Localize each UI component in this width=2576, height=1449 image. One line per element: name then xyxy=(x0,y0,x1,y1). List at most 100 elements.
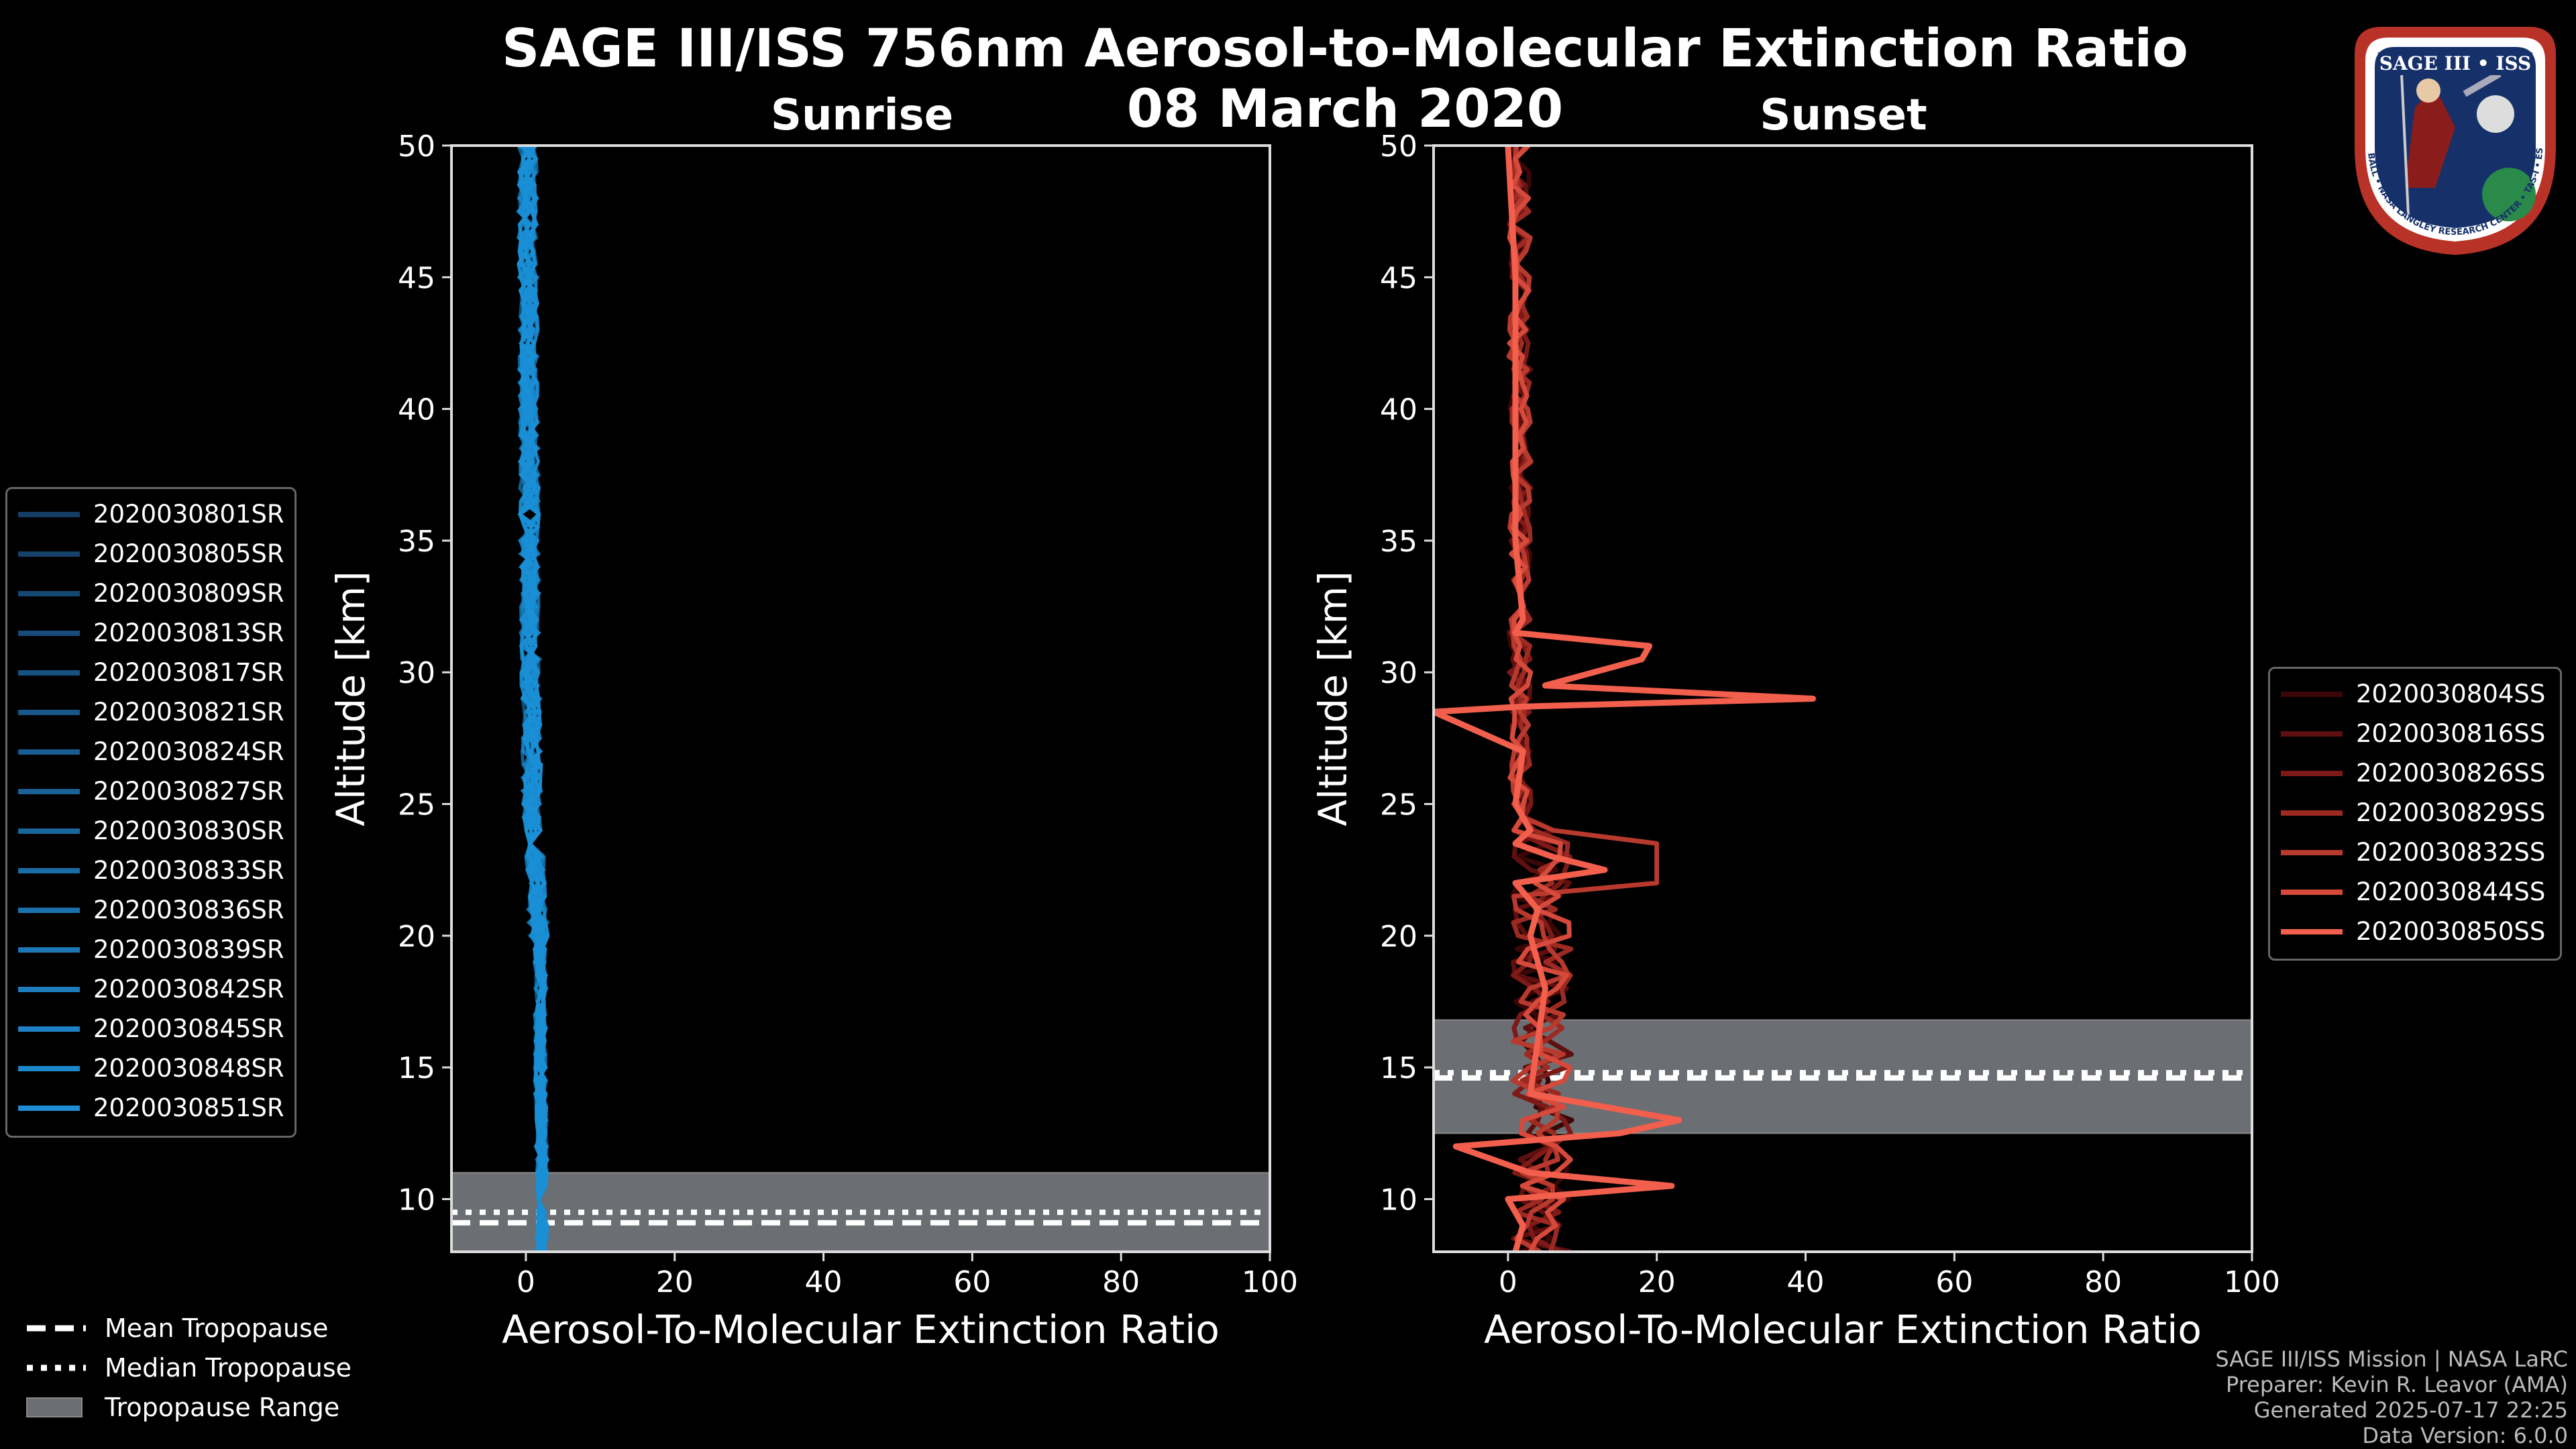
sunset-legend-label: 2020030844SS xyxy=(2356,877,2546,906)
sunset-legend-item: 2020030850SS xyxy=(2270,912,2560,951)
sunrise-series-2020030851SR xyxy=(517,146,550,1252)
sunrise-legend-item: 2020030817SR xyxy=(7,653,294,692)
sunset-xtick-label-0: 0 xyxy=(1499,1265,1517,1299)
sunset-legend: 2020030804SS 2020030816SS 2020030826SS 2020… xyxy=(2268,667,2562,961)
sunset-panel-title: Sunset xyxy=(1760,91,1927,140)
sunset-ytick-label-20: 20 xyxy=(1380,920,1417,954)
sunset-ytick-label-10: 10 xyxy=(1380,1183,1417,1217)
sunrise-legend-item: 2020030827SR xyxy=(7,771,294,811)
chart-title-line2: 08 March 2020 xyxy=(1126,79,1564,140)
sunrise-legend-label: 2020030833SR xyxy=(93,856,284,885)
sunrise-profiles xyxy=(515,146,551,1252)
sunrise-axes-frame xyxy=(450,144,1271,1253)
sunrise-ytick-label-45: 45 xyxy=(398,261,435,295)
sunrise-legend-label: 2020030809SR xyxy=(93,579,284,608)
sunrise-legend-swatch xyxy=(18,1105,80,1111)
sunset-legend-item: 2020030844SS xyxy=(2270,872,2560,912)
legend-mean-label: Mean Tropopause xyxy=(105,1313,329,1343)
sunset-xtick-label-60: 60 xyxy=(1935,1265,1973,1299)
sunset-legend-swatch xyxy=(2281,770,2343,776)
sunset-legend-label: 2020030832SS xyxy=(2356,838,2546,867)
sunset-legend-swatch xyxy=(2281,731,2343,737)
sunset-legend-swatch xyxy=(2281,928,2343,934)
sunrise-legend-swatch xyxy=(18,788,80,794)
sunrise-ytick-label-40: 40 xyxy=(398,393,435,427)
sunset-series-2020030844SS xyxy=(1507,146,1573,1252)
sunrise-legend-label: 2020030851SR xyxy=(93,1093,284,1122)
sunrise-xtick-label-0: 0 xyxy=(517,1265,535,1299)
sunset-xtick-label-100: 100 xyxy=(2224,1265,2280,1299)
sunrise-legend-swatch xyxy=(18,709,80,715)
footer-line1: SAGE III/ISS Mission | NASA LaRC xyxy=(2215,1346,2568,1372)
sunset-ytick-label-15: 15 xyxy=(1380,1051,1417,1085)
sunrise-legend-item: 2020030839SR xyxy=(7,930,294,969)
sunrise-legend-item: 2020030836SR xyxy=(7,890,294,930)
sunset-legend-label: 2020030816SS xyxy=(2356,719,2546,748)
sunrise-legend-item: 2020030809SR xyxy=(7,574,294,613)
sunrise-legend-swatch xyxy=(18,590,80,596)
sunrise-legend-label: 2020030817SR xyxy=(93,658,284,687)
sunrise-legend-label: 2020030830SR xyxy=(93,816,284,845)
sunset-legend-label: 2020030804SS xyxy=(2356,680,2546,708)
sunrise-legend-label: 2020030842SR xyxy=(93,975,284,1004)
sunrise-legend-label: 2020030801SR xyxy=(93,500,284,529)
sunset-plot-area: 0 20 40 60 80 100 10 15 20 25 30 35 40 45 50 Aerosol-To… xyxy=(1310,129,2280,1352)
sunset-series-2020030832SS xyxy=(1506,146,1660,1252)
sunrise-legend-swatch xyxy=(18,630,80,636)
sunrise-legend-item: 2020030821SR xyxy=(7,692,294,732)
sunrise-legend-item: 2020030845SR xyxy=(7,1009,294,1049)
sunrise-panel-title: Sunrise xyxy=(770,91,954,140)
sunrise-legend-label: 2020030839SR xyxy=(93,935,284,964)
sunrise-legend-item: 2020030830SR xyxy=(7,811,294,851)
sunrise-legend-item: 2020030824SR xyxy=(7,732,294,771)
sunrise-ytick-label-30: 30 xyxy=(398,656,435,690)
sunset-ytick-label-25: 25 xyxy=(1380,788,1417,822)
sunrise-series-2020030845SR xyxy=(517,146,549,1252)
sunset-xtick-label-80: 80 xyxy=(2084,1265,2122,1299)
legend-median-tropopause: Median Tropopause xyxy=(25,1348,352,1387)
chart-title-line1: SAGE III/ISS 756nm Aerosol-to-Molecular … xyxy=(502,19,2188,79)
sunrise-legend-label: 2020030827SR xyxy=(93,777,284,806)
sunrise-xlabel: Aerosol-To-Molecular Extinction Ratio xyxy=(502,1307,1220,1352)
footer-line4: Data Version: 6.0.0 xyxy=(2362,1423,2568,1448)
footer-line3: Generated 2025-07-17 22:25 xyxy=(2253,1397,2568,1423)
sunrise-legend-label: 2020030821SR xyxy=(93,698,284,727)
sunset-legend-item: 2020030804SS xyxy=(2270,674,2560,714)
sunrise-legend-swatch xyxy=(18,669,80,676)
sunrise-xtick-label-60: 60 xyxy=(953,1265,991,1299)
sunset-xlabel: Aerosol-To-Molecular Extinction Ratio xyxy=(1484,1307,2202,1352)
sunset-axes-frame xyxy=(1432,144,2253,1253)
sunrise-legend-item: 2020030813SR xyxy=(7,613,294,653)
logo-text: SAGE III • ISS xyxy=(2379,52,2532,74)
sunset-profiles xyxy=(1434,146,1817,1252)
legend-median-label: Median Tropopause xyxy=(105,1352,352,1383)
sunset-ylabel: Altitude [km] xyxy=(1310,571,1356,826)
legend-range-label: Tropopause Range xyxy=(105,1392,340,1422)
sunrise-legend-label: 2020030836SR xyxy=(93,896,284,924)
sunrise-ytick-label-50: 50 xyxy=(398,129,435,164)
sage-iii-iss-logo: SAGE III • ISS BALL • NASA LANGLEY RESEA… xyxy=(2341,13,2556,255)
sunset-legend-label: 2020030826SS xyxy=(2356,759,2546,788)
sunset-legend-label: 2020030850SS xyxy=(2356,917,2546,946)
sunrise-legend-label: 2020030845SR xyxy=(93,1014,284,1043)
sunrise-xtick-label-20: 20 xyxy=(656,1265,694,1299)
sunset-legend-item: 2020030829SS xyxy=(2270,793,2560,833)
sunrise-xtick-label-80: 80 xyxy=(1102,1265,1140,1299)
sunrise-ytick-label-20: 20 xyxy=(398,920,435,954)
sunset-legend-swatch xyxy=(2281,889,2343,895)
sunrise-legend-label: 2020030848SR xyxy=(93,1054,284,1083)
sunset-ytick-label-35: 35 xyxy=(1380,525,1417,559)
sunset-legend-label: 2020030829SS xyxy=(2356,798,2546,827)
sunset-ytick-label-45: 45 xyxy=(1380,261,1417,295)
sunset-legend-swatch xyxy=(2281,849,2343,855)
sunrise-legend-swatch xyxy=(18,828,80,834)
sunrise-legend-swatch xyxy=(18,907,80,913)
sunrise-legend-swatch xyxy=(18,551,80,557)
sunset-xtick-label-20: 20 xyxy=(1638,1265,1676,1299)
legend-mean-tropopause: Mean Tropopause xyxy=(25,1308,352,1348)
sunrise-legend: 2020030801SR 2020030805SR 2020030809SR 2020… xyxy=(5,487,297,1138)
sunrise-ytick-label-25: 25 xyxy=(398,788,435,822)
sunrise-legend-swatch xyxy=(18,749,80,755)
footer-credits: SAGE III/ISS Mission | NASA LaRC Prepare… xyxy=(2215,1346,2568,1448)
